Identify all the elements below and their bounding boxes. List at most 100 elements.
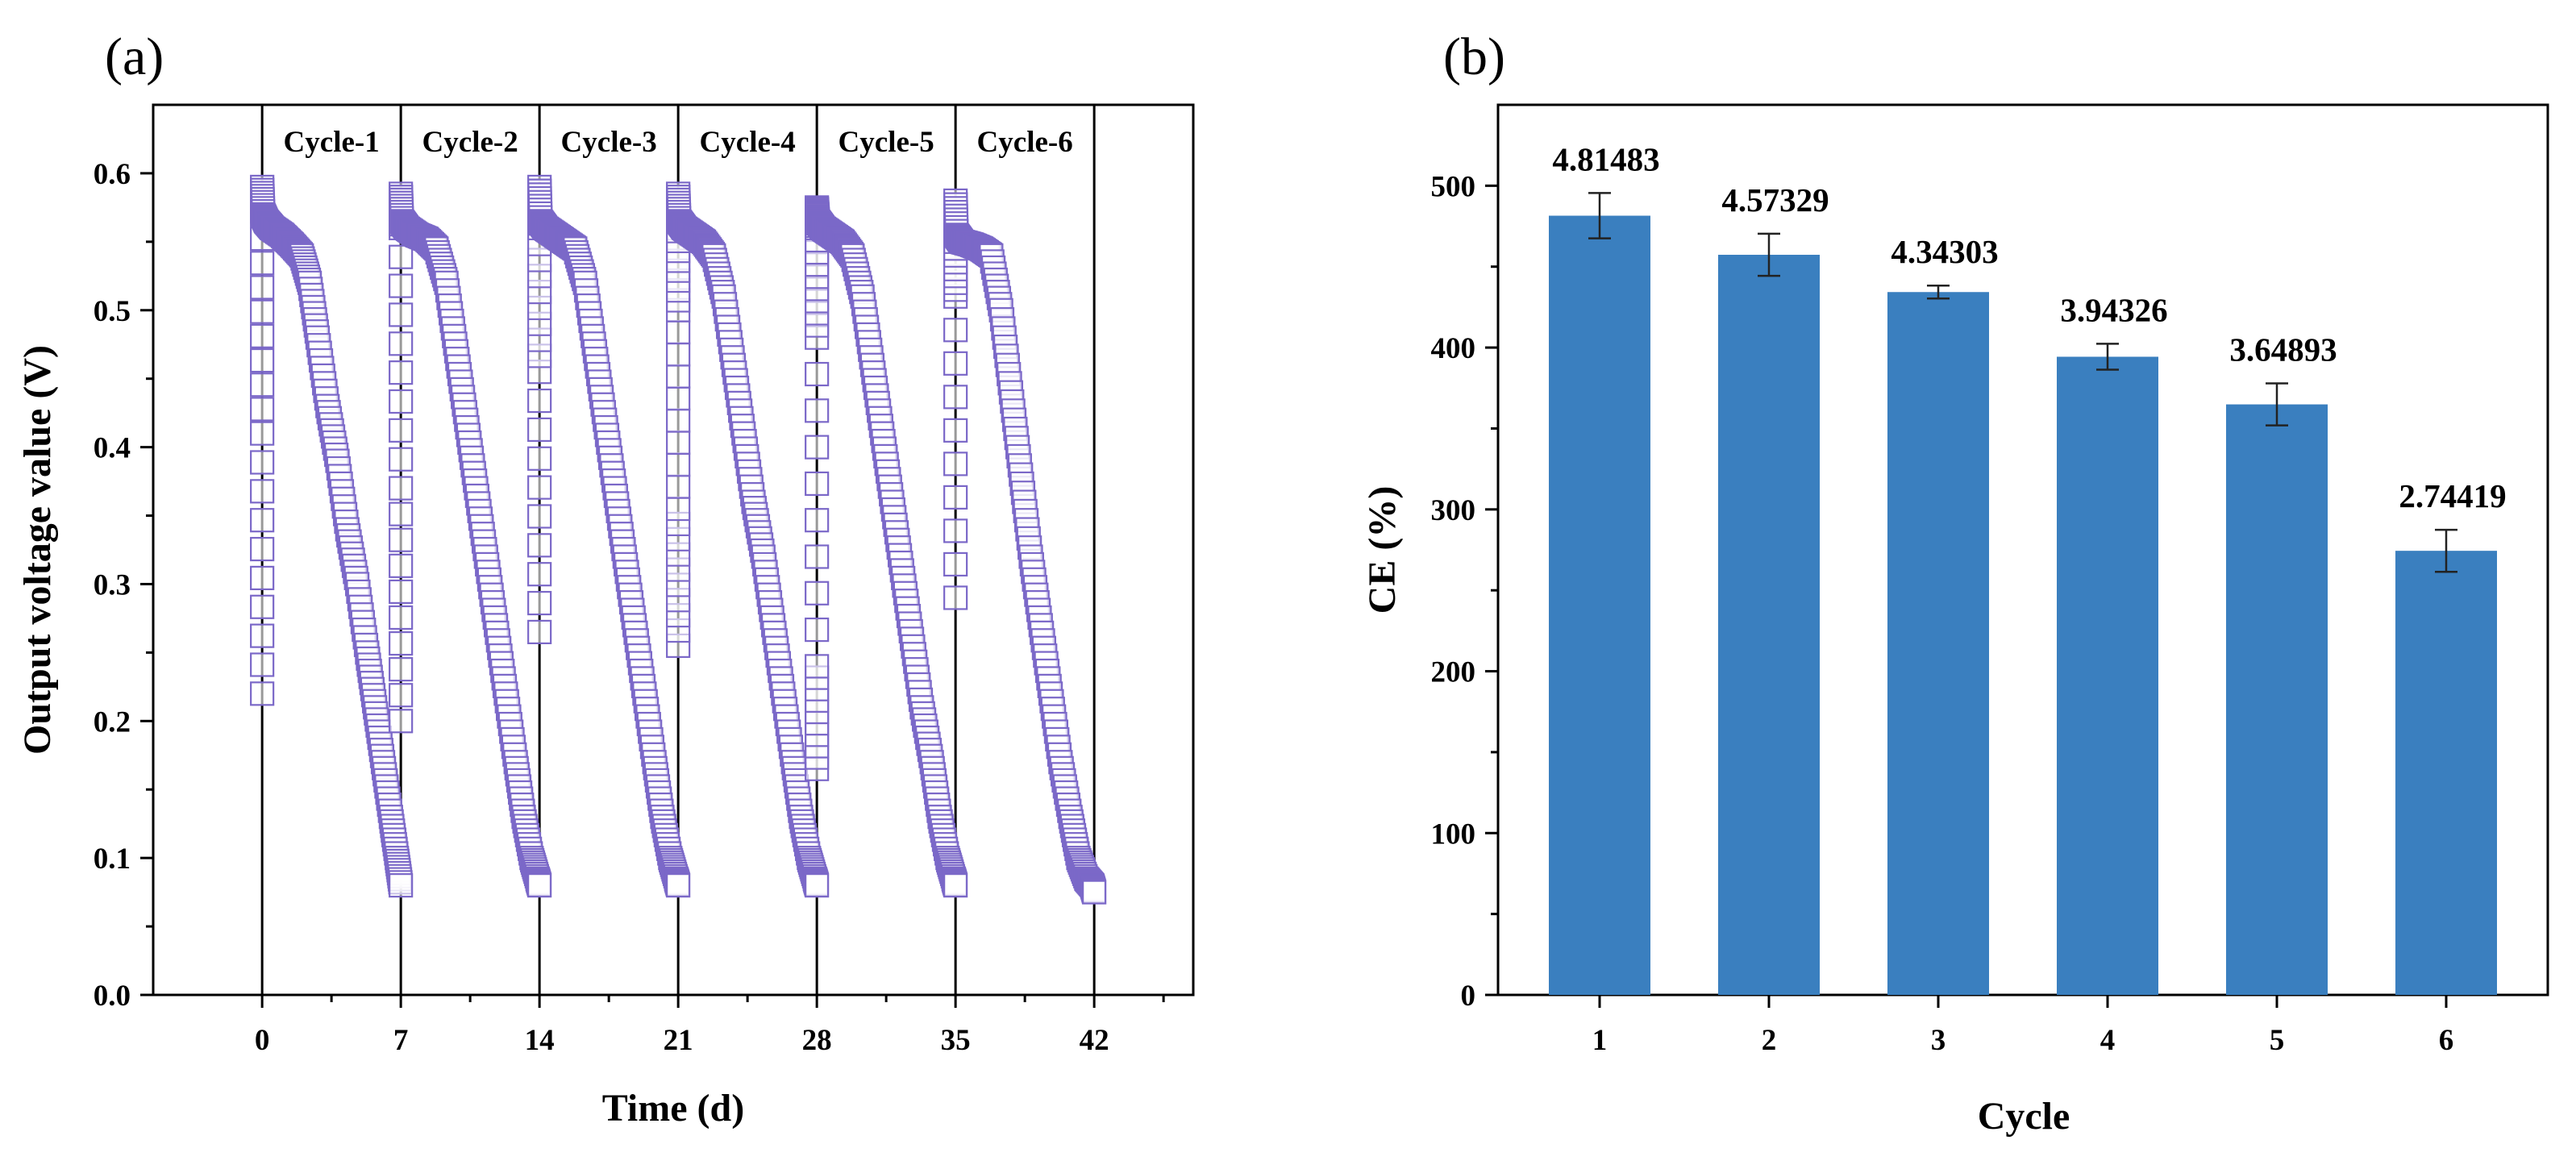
- data-point-marker: [250, 508, 275, 533]
- data-point-marker: [805, 361, 830, 387]
- panel-b-y-axis-title: CE (%): [1361, 486, 1404, 614]
- x-tick-label: 3: [1931, 1024, 1946, 1057]
- x-tick-label: 2: [1762, 1024, 1777, 1057]
- data-point-marker: [250, 681, 275, 706]
- ce-data-label: 2.74419: [2399, 477, 2506, 514]
- cycle-label: Cycle-3: [561, 126, 657, 159]
- data-point-marker: [943, 485, 968, 510]
- data-point-marker: [943, 318, 968, 343]
- x-tick-label: 5: [2270, 1024, 2285, 1057]
- panel-a-y-axis-title: Output voltage value (V): [16, 345, 59, 755]
- data-point-marker: [943, 585, 968, 610]
- data-point-marker: [943, 551, 968, 577]
- y-tick-label: 200: [1431, 656, 1476, 689]
- data-point-marker: [527, 446, 552, 471]
- panel-b: (b) 4.81483 4.57329 4.34303 3.94326 3.64893 2…: [1361, 27, 2549, 1138]
- x-tick-label: 21: [664, 1024, 693, 1057]
- x-tick-label: 7: [393, 1024, 409, 1057]
- data-point-marker: [389, 331, 414, 356]
- data-point-marker: [805, 435, 830, 460]
- panel-b-x-ticks: 1 2 3 4 5 6: [1592, 995, 2454, 1057]
- data-point-marker: [943, 518, 968, 543]
- data-point-marker: [666, 474, 691, 499]
- data-point-marker: [389, 447, 414, 472]
- data-point-marker: [527, 590, 552, 616]
- data-point-marker: [805, 471, 830, 497]
- ce-data-labels: 4.81483 4.57329 4.34303 3.94326 3.64893 2.744…: [1552, 140, 2506, 514]
- panel-b-x-axis-title: Cycle: [1978, 1095, 2070, 1138]
- x-tick-label: 1: [1592, 1024, 1608, 1057]
- ce-error-bars: [1588, 192, 2457, 573]
- data-point-marker: [666, 408, 691, 433]
- data-point-marker: [805, 617, 830, 643]
- data-point-marker: [250, 421, 275, 446]
- data-point-marker: [389, 873, 414, 898]
- ce-data-label: 3.64893: [2229, 331, 2337, 368]
- ce-bar: [2057, 356, 2158, 995]
- data-point-marker: [389, 605, 414, 630]
- data-point-marker: [943, 452, 968, 476]
- data-point-marker: [527, 388, 552, 414]
- data-point-marker: [527, 873, 552, 898]
- cycle-label: Cycle-4: [700, 126, 796, 159]
- data-point-marker: [389, 476, 414, 501]
- x-tick-label: 42: [1080, 1024, 1109, 1057]
- data-point-marker: [389, 244, 414, 269]
- data-point-marker: [527, 619, 552, 645]
- x-tick-label: 35: [941, 1024, 971, 1057]
- data-point-marker: [389, 389, 414, 414]
- data-point-marker: [389, 709, 414, 734]
- data-point-marker: [389, 360, 414, 385]
- data-point-marker: [389, 501, 414, 526]
- ce-data-label: 4.57329: [1721, 181, 1829, 218]
- data-point-marker: [250, 372, 275, 397]
- x-tick-label: 4: [2100, 1024, 2116, 1057]
- x-tick-label: 28: [802, 1024, 832, 1057]
- ce-bar: [1718, 255, 1820, 995]
- data-point-marker: [943, 418, 968, 443]
- panel-a-y-ticks: 0.0 0.1 0.2 0.3 0.4 0.5 0.6: [94, 158, 153, 1013]
- data-point-marker: [805, 398, 830, 423]
- ce-bar: [2395, 551, 2497, 995]
- data-point-marker: [943, 873, 968, 898]
- data-point-marker: [666, 452, 691, 477]
- data-point-marker: [389, 630, 414, 656]
- data-point-marker: [250, 536, 275, 562]
- y-tick-label: 0.6: [94, 158, 131, 191]
- data-point-marker: [389, 657, 414, 682]
- data-point-marker: [250, 299, 275, 324]
- cycle-labels: Cycle-1 Cycle-2 Cycle-3 Cycle-4 Cycle-5 Cycle…: [284, 126, 1073, 159]
- x-tick-label: 14: [525, 1024, 555, 1057]
- ce-bar: [1887, 292, 1989, 995]
- data-point-marker: [943, 385, 968, 410]
- cycle-label: Cycle-5: [839, 126, 934, 159]
- panel-a: (a) Cycle-1 Cycle-2 Cycle-3 Cycle-4 Cycle-5 C…: [16, 27, 1195, 1130]
- panel-a-x-axis-title: Time (d): [602, 1087, 744, 1130]
- data-point-marker: [1082, 880, 1107, 905]
- y-tick-label: 0.2: [94, 705, 131, 739]
- data-point-marker: [805, 654, 830, 679]
- data-point-marker: [805, 873, 830, 898]
- y-tick-label: 0.1: [94, 843, 131, 876]
- cycle-label: Cycle-6: [977, 126, 1073, 159]
- panel-a-plot-frame: [152, 103, 1195, 997]
- data-point-marker: [389, 553, 414, 578]
- data-point-marker: [666, 342, 691, 367]
- y-tick-label: 100: [1431, 818, 1476, 851]
- ce-data-label: 4.81483: [1552, 140, 1659, 177]
- data-point-marker: [250, 397, 275, 422]
- data-point-marker: [943, 351, 968, 376]
- panel-a-x-ticks: 0 7 14 21 28 35 42: [255, 995, 1165, 1057]
- data-point-marker: [666, 873, 691, 898]
- panel-b-label: (b): [1443, 27, 1505, 86]
- y-tick-label: 300: [1431, 494, 1476, 527]
- panel-b-y-ticks: 0 100 200 300 400 500: [1431, 170, 1498, 1013]
- data-point-marker: [527, 533, 552, 558]
- data-point-marker: [527, 504, 552, 529]
- y-tick-label: 0.0: [94, 980, 131, 1013]
- data-point-marker: [805, 544, 830, 569]
- data-point-marker: [527, 562, 552, 587]
- data-point-marker: [389, 302, 414, 327]
- x-tick-label: 6: [2439, 1024, 2454, 1057]
- y-tick-label: 500: [1431, 170, 1476, 203]
